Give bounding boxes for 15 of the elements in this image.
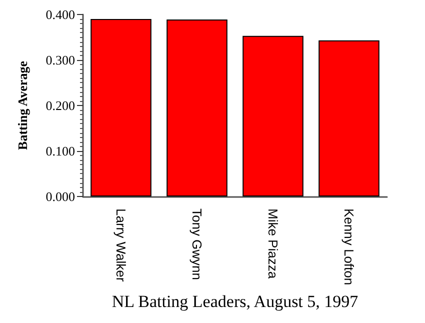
- bar: [242, 36, 304, 196]
- y-tick-label: 0.200: [46, 98, 75, 113]
- x-tick-label: Tony Gwynn: [190, 208, 204, 280]
- y-axis-title: Batting Average: [15, 60, 30, 150]
- x-tick-label: Larry Walker: [114, 208, 128, 282]
- y-tick-label: 0.000: [46, 188, 75, 204]
- bar: [318, 40, 380, 196]
- y-tick-label: 0.400: [46, 7, 75, 22]
- x-tick-label: Mike Piazza: [266, 208, 280, 280]
- x-tick-label: Kenny Lofton: [342, 208, 356, 286]
- bar: [90, 19, 152, 196]
- y-tick-label: 0.100: [46, 143, 75, 158]
- y-tick-label: 0.300: [46, 52, 75, 68]
- x-axis-title: NL Batting Leaders, August 5, 1997: [112, 292, 359, 311]
- bar: [166, 20, 228, 196]
